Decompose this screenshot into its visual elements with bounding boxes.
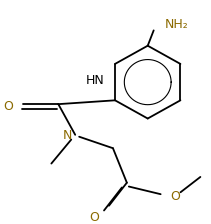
Text: NH₂: NH₂: [165, 18, 188, 31]
Text: O: O: [4, 99, 14, 113]
Text: N: N: [63, 129, 72, 142]
Text: O: O: [170, 190, 180, 202]
Text: O: O: [89, 211, 99, 224]
Text: HN: HN: [86, 74, 104, 87]
